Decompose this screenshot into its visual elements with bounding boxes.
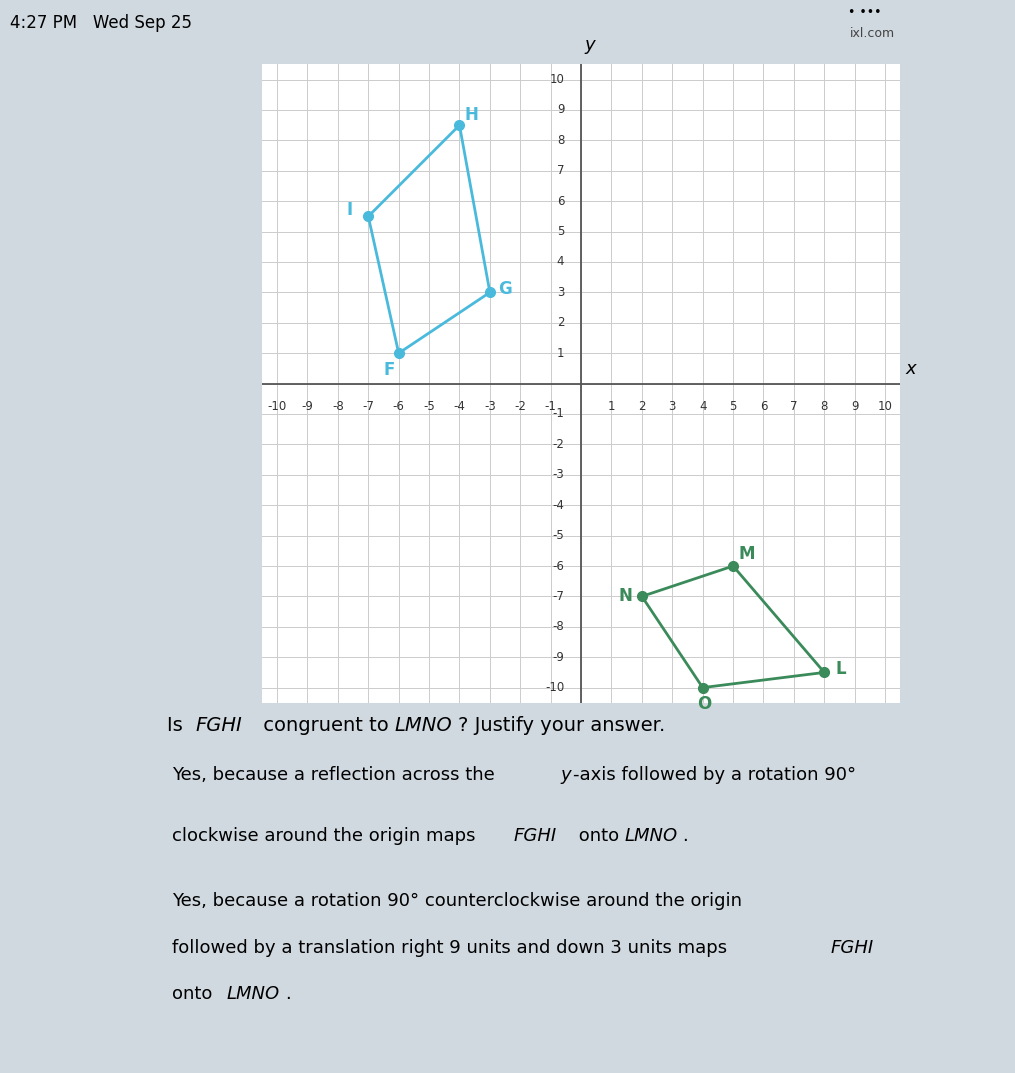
Text: Yes, because a rotation 90° counterclockwise around the origin: Yes, because a rotation 90° counterclock… — [172, 893, 742, 911]
Text: 1: 1 — [557, 347, 564, 359]
Text: -8: -8 — [332, 400, 344, 413]
Text: Yes, because a reflection across the: Yes, because a reflection across the — [172, 766, 500, 783]
Text: 10: 10 — [549, 73, 564, 86]
Text: -3: -3 — [552, 468, 564, 482]
Text: 7: 7 — [790, 400, 798, 413]
Text: -10: -10 — [545, 681, 564, 694]
Text: L: L — [835, 660, 847, 678]
Text: ixl.com: ixl.com — [850, 27, 894, 41]
Text: FGHI: FGHI — [196, 716, 243, 735]
Text: LMNO: LMNO — [226, 985, 280, 1002]
Text: -2: -2 — [515, 400, 526, 413]
Text: 4: 4 — [699, 400, 706, 413]
Text: 6: 6 — [557, 194, 564, 208]
Text: 2: 2 — [557, 317, 564, 329]
Text: LMNO: LMNO — [624, 827, 678, 846]
Text: 7: 7 — [557, 164, 564, 177]
Text: -6: -6 — [393, 400, 405, 413]
Text: -9: -9 — [301, 400, 314, 413]
Text: -2: -2 — [552, 438, 564, 451]
Text: ? Justify your answer.: ? Justify your answer. — [458, 716, 665, 735]
Text: y: y — [560, 766, 570, 783]
Text: 8: 8 — [557, 134, 564, 147]
Text: I: I — [347, 202, 353, 219]
Text: 6: 6 — [760, 400, 767, 413]
Text: y: y — [585, 35, 596, 54]
Text: FGHI: FGHI — [514, 827, 557, 846]
Text: FGHI: FGHI — [830, 939, 874, 956]
Text: 5: 5 — [557, 225, 564, 238]
Text: -1: -1 — [552, 408, 564, 421]
Text: 1: 1 — [608, 400, 615, 413]
Text: 4:27 PM   Wed Sep 25: 4:27 PM Wed Sep 25 — [10, 14, 192, 31]
Text: -7: -7 — [552, 590, 564, 603]
Text: LMNO: LMNO — [395, 716, 453, 735]
Text: 3: 3 — [557, 285, 564, 299]
Text: -axis followed by a rotation 90°: -axis followed by a rotation 90° — [573, 766, 857, 783]
Text: M: M — [739, 545, 755, 563]
Text: -3: -3 — [484, 400, 495, 413]
Text: -4: -4 — [454, 400, 466, 413]
Text: -1: -1 — [545, 400, 556, 413]
Text: G: G — [498, 280, 512, 298]
Text: onto: onto — [573, 827, 625, 846]
Text: -6: -6 — [552, 559, 564, 573]
Text: 9: 9 — [557, 103, 564, 117]
Text: -5: -5 — [423, 400, 435, 413]
Text: H: H — [465, 105, 479, 123]
Text: -10: -10 — [267, 400, 286, 413]
Text: 2: 2 — [638, 400, 646, 413]
Text: onto: onto — [172, 985, 218, 1002]
Text: 9: 9 — [851, 400, 859, 413]
Text: • •••: • ••• — [848, 6, 881, 19]
Text: clockwise around the origin maps: clockwise around the origin maps — [172, 827, 481, 846]
Text: -4: -4 — [552, 499, 564, 512]
Text: F: F — [384, 361, 395, 379]
Text: -7: -7 — [362, 400, 375, 413]
Text: x: x — [905, 359, 917, 378]
Text: O: O — [697, 695, 712, 714]
Text: 5: 5 — [730, 400, 737, 413]
Text: 8: 8 — [820, 400, 828, 413]
Text: N: N — [618, 587, 632, 605]
Text: congruent to: congruent to — [257, 716, 395, 735]
Text: -9: -9 — [552, 650, 564, 664]
Text: 4: 4 — [557, 255, 564, 268]
Text: .: . — [682, 827, 688, 846]
Text: followed by a translation right 9 units and down 3 units maps: followed by a translation right 9 units … — [172, 939, 733, 956]
Text: -5: -5 — [552, 529, 564, 542]
Text: -8: -8 — [552, 620, 564, 633]
Text: 10: 10 — [878, 400, 892, 413]
Text: .: . — [285, 985, 290, 1002]
Text: 3: 3 — [669, 400, 676, 413]
Text: Is: Is — [167, 716, 190, 735]
